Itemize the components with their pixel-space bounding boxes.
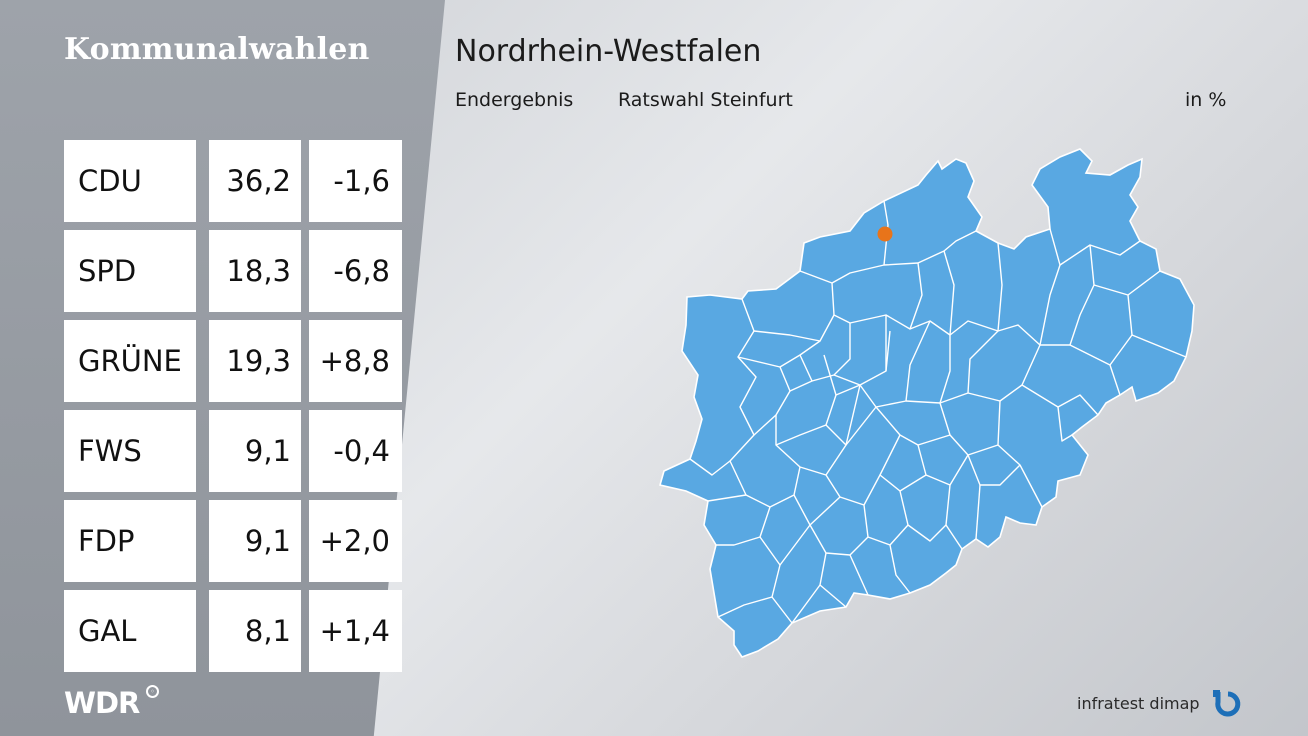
result-type: Endergebnis — [455, 89, 574, 111]
map-outline — [658, 148, 1195, 658]
district-border — [883, 200, 889, 266]
district-border — [707, 494, 747, 502]
district-border — [737, 340, 821, 368]
district-border — [879, 434, 927, 492]
district-border — [799, 230, 977, 284]
party-name: CDU — [64, 140, 196, 222]
district-border — [875, 406, 951, 446]
district-border — [1131, 334, 1187, 358]
district-border — [845, 406, 877, 446]
section-title: Kommunalwahlen — [64, 32, 370, 67]
district-border — [943, 250, 955, 336]
district-border — [717, 596, 773, 618]
district-border — [835, 384, 861, 396]
wdr-logo: WDR — [64, 686, 140, 720]
district-border — [909, 262, 923, 330]
district-border — [905, 335, 951, 404]
district-border — [885, 330, 891, 372]
party-result: 9,1 — [209, 410, 301, 492]
party-name: FDP — [64, 500, 196, 582]
party-result: 18,3 — [209, 230, 301, 312]
district-border — [975, 484, 981, 540]
district-border — [917, 444, 969, 486]
district-border — [809, 524, 869, 556]
party-name: SPD — [64, 230, 196, 312]
district-border — [997, 242, 1003, 332]
district-border — [753, 314, 835, 342]
district-border — [889, 544, 911, 594]
district-border — [833, 315, 887, 386]
district-border — [1059, 240, 1141, 266]
district-border — [1021, 384, 1099, 416]
district-border — [899, 490, 947, 542]
party-result: 9,1 — [209, 500, 301, 582]
district-border — [775, 415, 827, 476]
district-border — [791, 584, 821, 624]
party-name: GAL — [64, 590, 196, 672]
district-border — [997, 400, 1043, 508]
district-border — [939, 402, 999, 456]
steinfurt-marker — [877, 226, 893, 242]
district-border — [939, 330, 999, 404]
party-name: FWS — [64, 410, 196, 492]
unit-label: in % — [1185, 89, 1227, 111]
party-result: 8,1 — [209, 590, 301, 672]
district-border — [1109, 364, 1121, 396]
district-border — [823, 354, 847, 446]
district-border — [716, 536, 761, 546]
district-border — [753, 366, 791, 436]
district-border — [967, 454, 1021, 486]
district-border — [689, 298, 757, 476]
party-change: -1,6 — [309, 140, 402, 222]
district-border — [1069, 294, 1133, 366]
district-borders — [689, 200, 1187, 624]
nrw-map — [658, 148, 1195, 658]
nrw-state-outline — [658, 148, 1195, 658]
party-change: +2,0 — [309, 500, 402, 582]
page-title: Nordrhein-Westfalen — [455, 34, 762, 69]
party-result: 19,3 — [209, 320, 301, 402]
district-border — [849, 554, 869, 596]
wdr-registered-icon: ◦ — [146, 685, 159, 698]
district-border — [1039, 228, 1061, 346]
district-border — [1057, 406, 1073, 442]
party-change: +8,8 — [309, 320, 402, 402]
district-border — [967, 344, 1041, 402]
election-name: Ratswahl Steinfurt — [618, 89, 793, 111]
party-change: -6,8 — [309, 230, 402, 312]
pollster-name: infratest dimap — [1077, 694, 1200, 713]
district-border — [775, 424, 827, 446]
district-border — [759, 506, 811, 566]
party-change: +1,4 — [309, 590, 402, 672]
party-change: -0,4 — [309, 410, 402, 492]
dimap-logo-icon — [1213, 690, 1241, 717]
district-border — [811, 323, 851, 382]
party-name: GRÜNE — [64, 320, 196, 402]
district-border — [1040, 244, 1095, 346]
party-result: 36,2 — [209, 140, 301, 222]
